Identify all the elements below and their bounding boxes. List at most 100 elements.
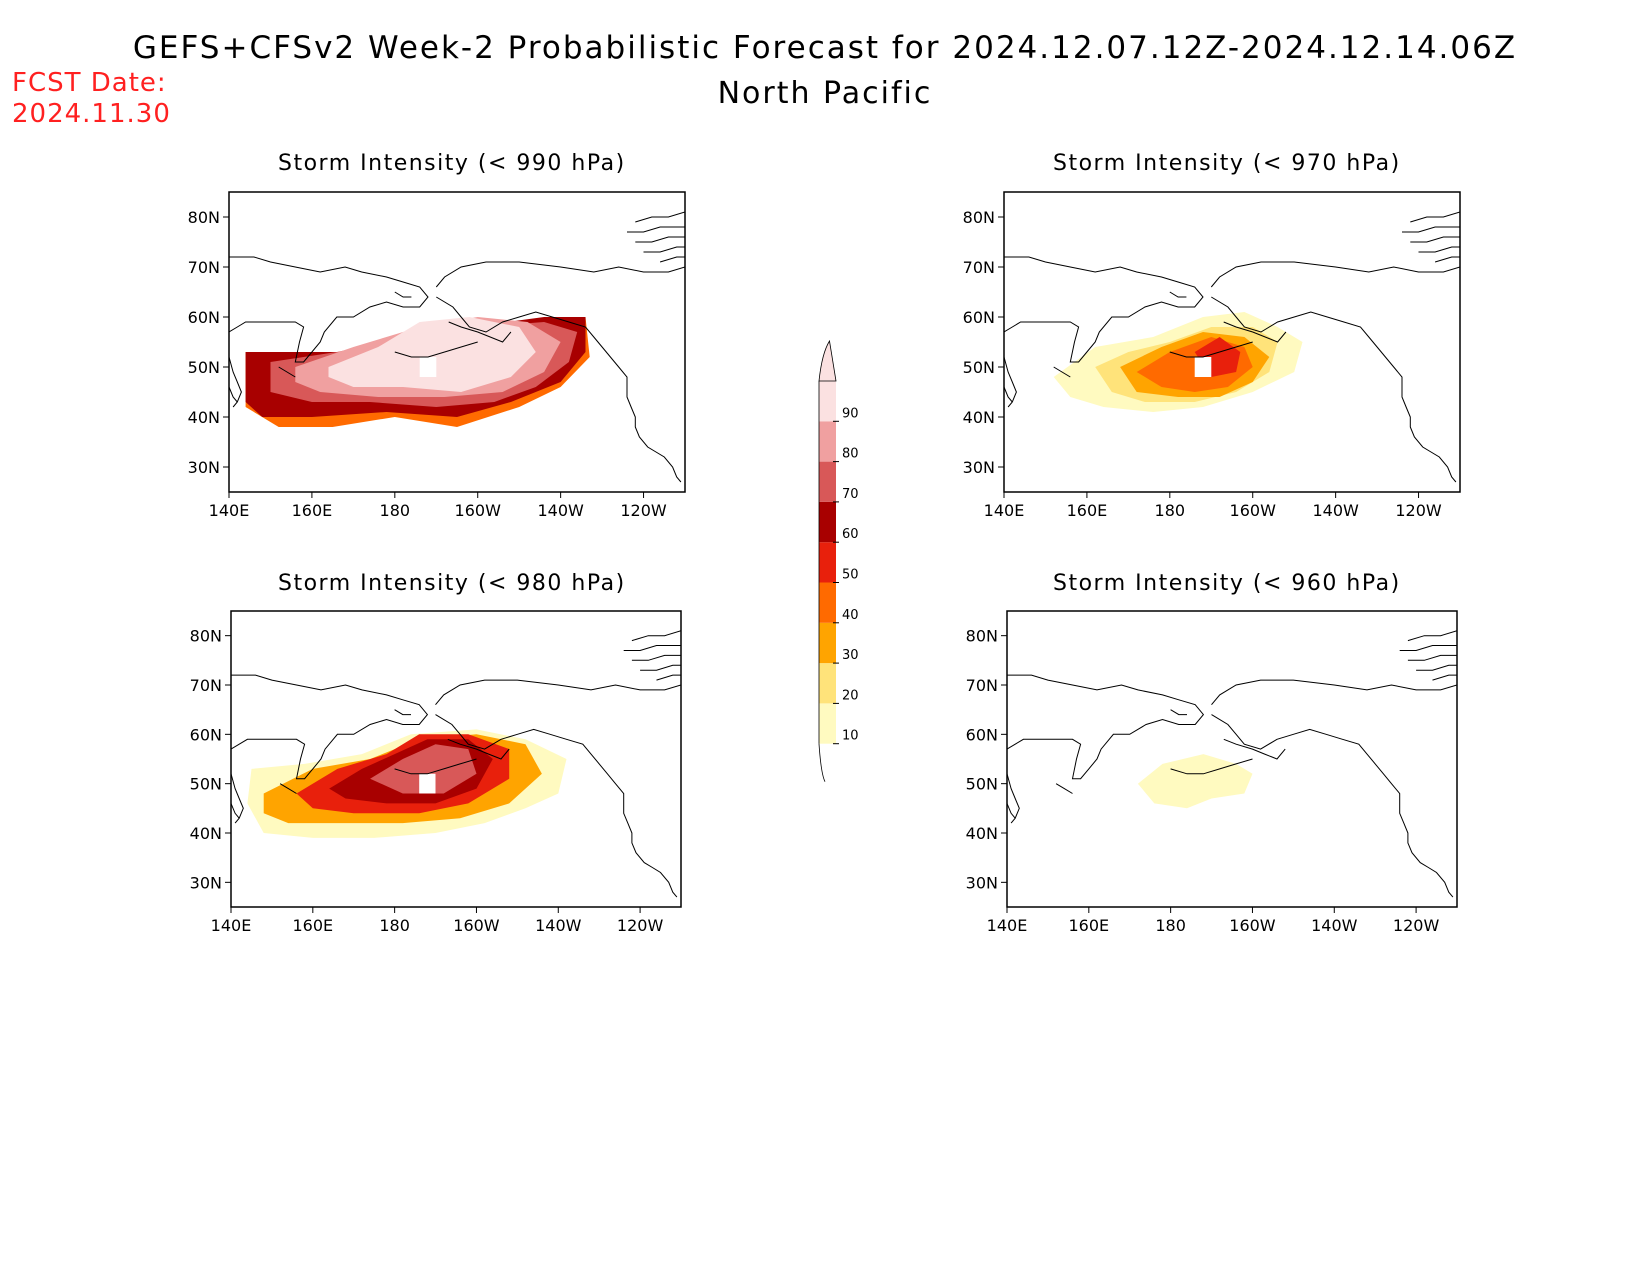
map-panel-p980: 80N 70N 60N 50N 40N 30N 140E 160E 180 160W 140W 120… bbox=[190, 610, 682, 935]
coastline bbox=[643, 246, 685, 253]
coastline bbox=[635, 211, 685, 223]
coastline bbox=[1055, 783, 1073, 794]
lon-label: 120W bbox=[617, 916, 664, 935]
colorbar-segment-90 bbox=[819, 381, 836, 422]
colorbar-label: 60 bbox=[842, 527, 859, 542]
coastline bbox=[448, 321, 512, 343]
coastline bbox=[279, 783, 297, 794]
coastline bbox=[1410, 211, 1460, 223]
coastline bbox=[1416, 664, 1457, 671]
coastline bbox=[1007, 674, 1205, 780]
lon-label: 120W bbox=[1393, 916, 1440, 935]
lon-label: 120W bbox=[1395, 501, 1442, 520]
lon-label: 160E bbox=[292, 916, 333, 935]
colorbar-label: 70 bbox=[842, 487, 859, 502]
lat-label: 80N bbox=[966, 627, 998, 646]
coastline bbox=[394, 758, 477, 775]
colorbar-segment-70 bbox=[819, 461, 836, 502]
lat-label: 50N bbox=[188, 358, 220, 377]
lon-label: 140E bbox=[209, 501, 250, 520]
coastline bbox=[1223, 738, 1286, 760]
lon-label: 180 bbox=[379, 916, 410, 935]
coastline bbox=[1170, 709, 1187, 716]
lat-label: 80N bbox=[188, 208, 220, 227]
colorbar-label: 10 bbox=[842, 729, 859, 744]
lat-label: 50N bbox=[963, 358, 995, 377]
coastline bbox=[436, 296, 682, 483]
map-panel-p990: 80N 70N 60N 50N 40N 30N 140E 160E 180 160W 140W 120… bbox=[188, 191, 686, 520]
coastline bbox=[1407, 630, 1457, 642]
region-subtitle: North Pacific bbox=[717, 76, 933, 111]
coastline bbox=[1399, 645, 1457, 651]
colorbar-bottom-arrow bbox=[818, 743, 826, 782]
panel-title-960: Storm Intensity (< 960 hPa) bbox=[1053, 571, 1401, 596]
lon-label: 180 bbox=[1155, 916, 1186, 935]
lat-label: 40N bbox=[188, 408, 220, 427]
lat-label: 60N bbox=[963, 308, 995, 327]
coastline bbox=[394, 709, 411, 716]
lat-label: 30N bbox=[966, 873, 998, 892]
map-frame bbox=[1006, 610, 1458, 908]
colorbar-segment-60 bbox=[819, 501, 836, 543]
lon-label: 180 bbox=[1155, 501, 1186, 520]
lon-label: 160W bbox=[1229, 916, 1276, 935]
coastline bbox=[394, 291, 412, 298]
lat-label: 50N bbox=[966, 775, 998, 794]
coastline bbox=[394, 341, 478, 358]
coastline bbox=[1210, 261, 1460, 288]
map-frame bbox=[230, 610, 682, 908]
coastline bbox=[627, 226, 685, 233]
coastline bbox=[231, 773, 244, 824]
panel-title-980: Storm Intensity (< 980 hPa) bbox=[278, 571, 626, 596]
lon-label: 140W bbox=[1312, 501, 1359, 520]
colorbar-label: 40 bbox=[842, 608, 859, 623]
lat-label: 70N bbox=[190, 676, 222, 695]
lon-label: 180 bbox=[380, 501, 411, 520]
coastline bbox=[656, 674, 681, 681]
coastline bbox=[229, 386, 238, 403]
coastline bbox=[1007, 773, 1020, 824]
lon-label: 160E bbox=[1068, 916, 1109, 935]
coastline bbox=[1211, 714, 1454, 898]
lat-label: 70N bbox=[963, 258, 995, 277]
map-frame bbox=[228, 191, 686, 493]
coastline bbox=[1432, 674, 1457, 681]
panel-title-970: Storm Intensity (< 970 hPa) bbox=[1053, 151, 1401, 176]
lon-label: 140W bbox=[537, 501, 584, 520]
colorbar-label: 20 bbox=[842, 688, 859, 703]
lat-label: 40N bbox=[966, 824, 998, 843]
coastline bbox=[1418, 246, 1460, 253]
colorbar-segment-50 bbox=[819, 542, 836, 583]
lon-label: 140W bbox=[535, 916, 582, 935]
coastline bbox=[1053, 366, 1071, 378]
coastline bbox=[1410, 236, 1460, 243]
prob-region-70-4 bbox=[370, 744, 477, 794]
lat-label: 60N bbox=[188, 308, 220, 327]
colorbar-segment-20 bbox=[819, 663, 836, 704]
coastline bbox=[1434, 256, 1460, 263]
coastline bbox=[659, 256, 685, 263]
map-panel-p970: 80N 70N 60N 50N 40N 30N 140E 160E 180 160W 140W 120… bbox=[963, 191, 1461, 520]
coastline bbox=[1004, 356, 1017, 408]
lon-label: 160W bbox=[453, 916, 500, 935]
coastline bbox=[1004, 386, 1013, 403]
coastline bbox=[229, 356, 242, 408]
lat-label: 80N bbox=[963, 208, 995, 227]
coastline bbox=[447, 738, 510, 760]
lon-label: 160E bbox=[292, 501, 333, 520]
map-panel-p960: 80N 70N 60N 50N 40N 30N 140E 160E 180 160W 140W 120… bbox=[966, 610, 1458, 935]
colorbar: 10 20 30 40 50 60 70 80 90 bbox=[818, 339, 859, 782]
lon-label: 120W bbox=[620, 501, 667, 520]
missing-cell bbox=[419, 357, 437, 377]
forecast-date-label: FCST Date: bbox=[12, 68, 167, 98]
coastline bbox=[1402, 226, 1460, 233]
colorbar-label: 80 bbox=[842, 447, 859, 462]
chart-title: GEFS+CFSv2 Week-2 Probabilistic Forecast… bbox=[132, 30, 1518, 66]
coastline bbox=[1169, 341, 1253, 358]
prob-region-10-0 bbox=[1137, 754, 1253, 809]
lon-label: 140E bbox=[987, 916, 1028, 935]
coastline bbox=[231, 674, 429, 780]
colorbar-top-arrow bbox=[818, 339, 837, 382]
lat-label: 60N bbox=[966, 725, 998, 744]
